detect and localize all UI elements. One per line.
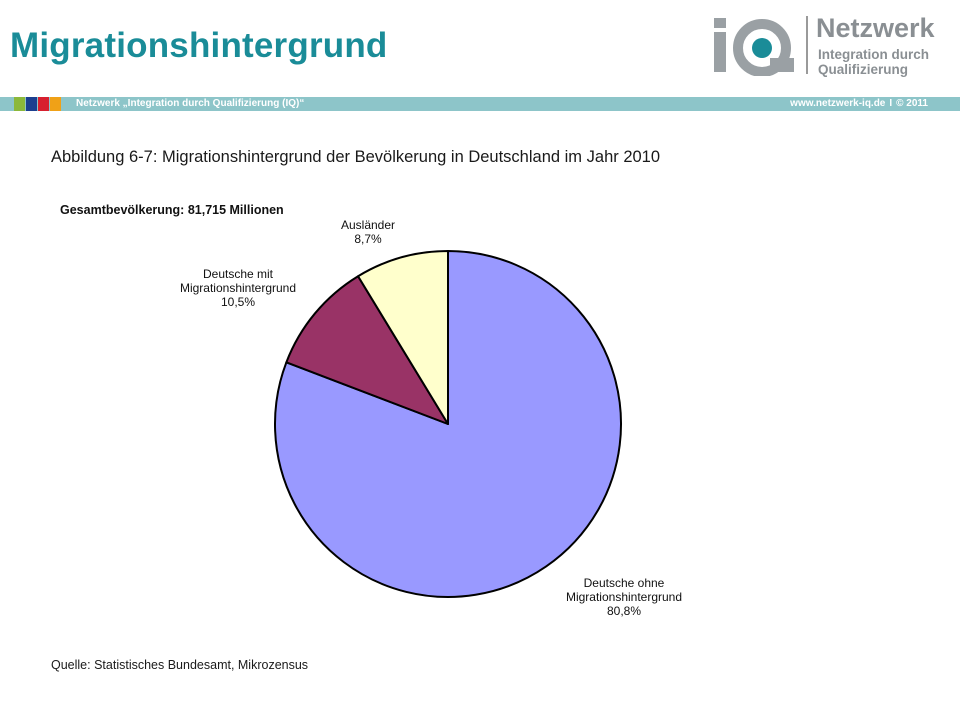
iq-logo: Netzwerk Integration durch Qualifizierun…: [712, 13, 942, 78]
network-name: Netzwerk „Integration durch Qualifizieru…: [76, 98, 305, 109]
pie-label-2: Ausländer 8,7%: [341, 218, 395, 246]
website-link[interactable]: www.netzwerk-iq.de: [790, 98, 886, 109]
iq-logo-icon: [714, 18, 794, 76]
footer-meta: www.netzwerk-iq.de I © 2011: [790, 97, 928, 111]
figure-title: Abbildung 6-7: Migrationshintergrund der…: [51, 148, 661, 166]
copyright: © 2011: [896, 98, 928, 109]
color-square-red: [38, 97, 49, 111]
meta-separator: I: [889, 98, 893, 109]
pie-value-label-0: 80,8%: [607, 604, 641, 618]
header-bar: Netzwerk „Integration durch Qualifizieru…: [0, 97, 960, 111]
pie-label-line-2-0: Ausländer: [341, 218, 395, 232]
pie-label-line-1-1: Migrationshintergrund: [180, 281, 296, 295]
logo-subtitle-line2: Qualifizierung: [818, 62, 909, 77]
pie-value-label-1: 10,5%: [221, 295, 255, 309]
color-square-green: [14, 97, 25, 111]
total-population: Gesamtbevölkerung: 81,715 Millionen: [60, 203, 284, 217]
color-square-orange: [50, 97, 61, 111]
pie-label-0: Deutsche ohne Migrationshintergrund 80,8%: [566, 576, 682, 618]
logo-subtitle-line1: Integration durch: [818, 47, 929, 62]
pie-slice-2: [357, 250, 449, 425]
source-note: Quelle: Statistisches Bundesamt, Mikroze…: [51, 658, 309, 672]
logo-divider: [806, 16, 808, 74]
pie-slice-1: [285, 275, 449, 425]
color-square-blue: [26, 97, 37, 111]
pie-label-line-0-0: Deutsche ohne: [584, 576, 665, 590]
pie-label-line-1-0: Deutsche mit: [203, 267, 274, 281]
pie-label-1: Deutsche mit Migrationshintergrund 10,5%: [180, 267, 296, 309]
page-title: Migrationshintergrund: [10, 26, 388, 65]
logo-brand: Netzwerk: [816, 13, 935, 43]
logo-subtitle: Integration durch Qualifizierung: [818, 47, 929, 77]
pie-label-line-0-1: Migrationshintergrund: [566, 590, 682, 604]
pie-value-label-2: 8,7%: [354, 232, 382, 246]
